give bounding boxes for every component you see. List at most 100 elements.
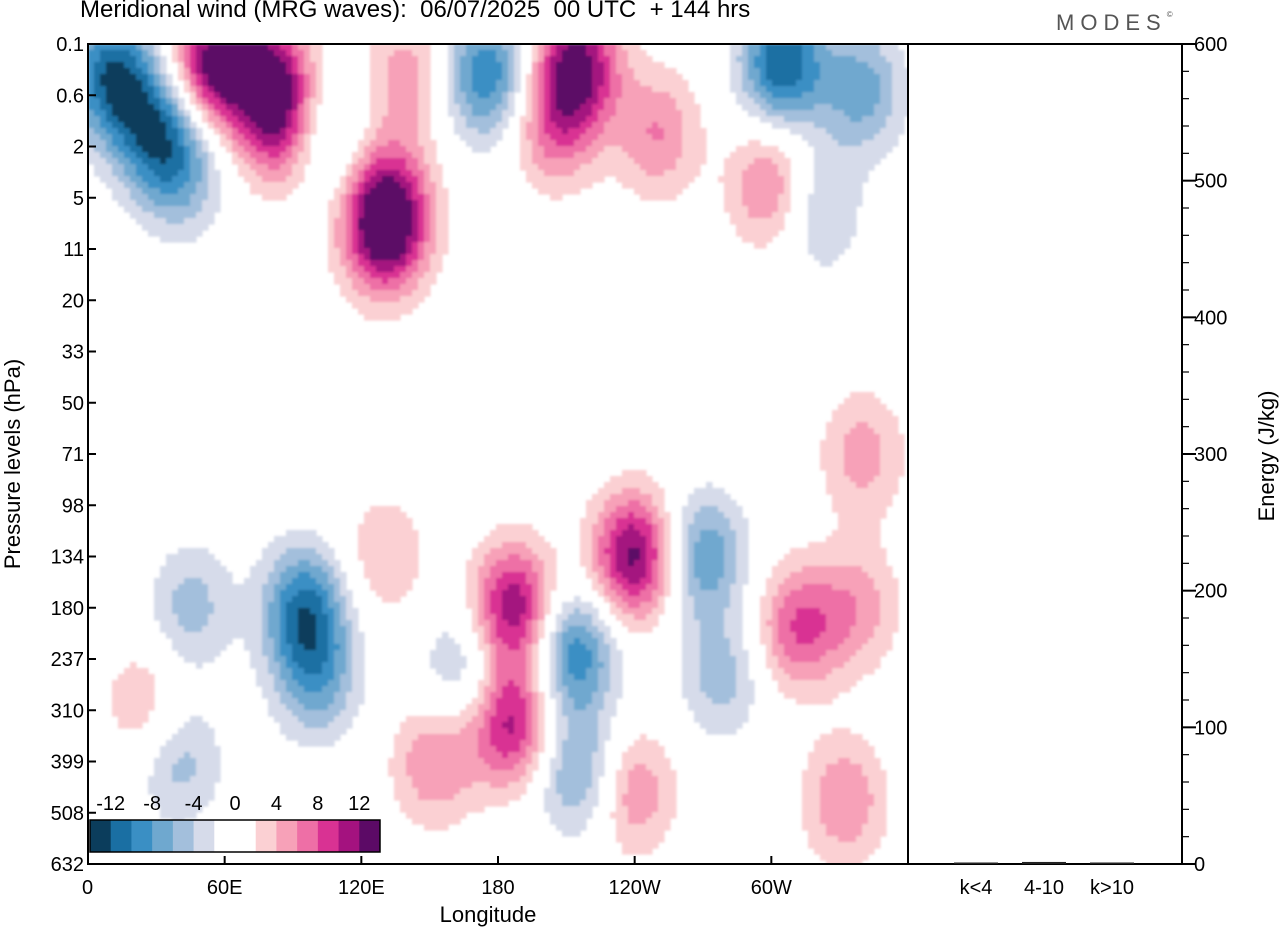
contour-cell	[100, 158, 107, 165]
contour-cell	[844, 422, 851, 429]
contour-cell	[418, 284, 425, 291]
contour-cell	[286, 548, 293, 555]
contour-cell	[832, 254, 839, 261]
contour-cell	[292, 56, 299, 63]
contour-cell	[550, 164, 557, 171]
contour-cell	[406, 116, 413, 123]
contour-cell	[604, 542, 611, 549]
contour-cell	[352, 200, 359, 207]
contour-cell	[502, 536, 509, 543]
contour-cell	[742, 98, 749, 105]
contour-cell	[844, 602, 851, 609]
contour-cell	[682, 164, 689, 171]
contour-cell	[526, 164, 533, 171]
contour-cell	[622, 98, 629, 105]
contour-cell	[490, 614, 497, 621]
contour-cell	[886, 596, 893, 603]
contour-cell	[832, 470, 839, 477]
contour-cell	[640, 512, 647, 519]
contour-cell	[832, 230, 839, 237]
contour-cell	[850, 146, 857, 153]
contour-cell	[652, 566, 659, 573]
contour-cell	[418, 170, 425, 177]
contour-cell	[796, 110, 803, 117]
contour-cell	[526, 158, 533, 165]
contour-cell	[184, 206, 191, 213]
contour-cell	[694, 566, 701, 573]
contour-cell	[616, 158, 623, 165]
contour-cell	[748, 56, 755, 63]
contour-cell	[712, 566, 719, 573]
contour-cell	[880, 596, 887, 603]
contour-cell	[214, 68, 221, 75]
contour-cell	[130, 74, 137, 81]
contour-cell	[286, 158, 293, 165]
contour-cell	[832, 428, 839, 435]
contour-cell	[628, 530, 635, 537]
contour-cell	[496, 80, 503, 87]
contour-cell	[358, 530, 365, 537]
contour-cell	[688, 590, 695, 597]
contour-cell	[712, 554, 719, 561]
contour-cell	[706, 602, 713, 609]
contour-cell	[778, 44, 785, 51]
contour-cell	[532, 80, 539, 87]
contour-cell	[94, 62, 101, 69]
contour-cell	[268, 110, 275, 117]
contour-cell	[334, 560, 341, 567]
contour-cell	[658, 494, 665, 501]
contour-cell	[646, 140, 653, 147]
contour-cell	[382, 80, 389, 87]
contour-cell	[370, 236, 377, 243]
contour-cell	[610, 506, 617, 513]
contour-cell	[652, 542, 659, 549]
contour-cell	[688, 602, 695, 609]
contour-cell	[778, 200, 785, 207]
contour-cell	[832, 236, 839, 243]
contour-cell	[658, 554, 665, 561]
contour-cell	[502, 578, 509, 585]
contour-cell	[424, 206, 431, 213]
contour-cell	[100, 152, 107, 159]
contour-cell	[388, 506, 395, 513]
contour-cell	[628, 62, 635, 69]
contour-cell	[466, 44, 473, 51]
contour-cell	[124, 188, 131, 195]
contour-cell	[844, 542, 851, 549]
contour-cell	[778, 584, 785, 591]
contour-cell	[118, 200, 125, 207]
contour-cell	[184, 158, 191, 165]
contour-cell	[430, 164, 437, 171]
contour-cell	[160, 56, 167, 63]
contour-cell	[814, 554, 821, 561]
contour-cell	[688, 500, 695, 507]
contour-cell	[196, 200, 203, 207]
contour-cell	[862, 92, 869, 99]
contour-cell	[646, 176, 653, 183]
contour-cell	[676, 134, 683, 141]
contour-cell	[850, 494, 857, 501]
contour-cell	[178, 212, 185, 219]
contour-cell	[838, 476, 845, 483]
contour-cell	[400, 272, 407, 279]
contour-cell	[412, 266, 419, 273]
contour-cell	[244, 602, 251, 609]
contour-cell	[838, 164, 845, 171]
contour-cell	[628, 176, 635, 183]
contour-cell	[634, 188, 641, 195]
contour-cell	[778, 92, 785, 99]
contour-cell	[808, 194, 815, 201]
contour-cell	[604, 488, 611, 495]
contour-cell	[544, 548, 551, 555]
contour-cell	[610, 116, 617, 123]
contour-cell	[640, 470, 647, 477]
contour-cell	[250, 566, 257, 573]
contour-cell	[154, 194, 161, 201]
contour-cell	[850, 584, 857, 591]
contour-cell	[586, 530, 593, 537]
contour-cell	[184, 554, 191, 561]
contour-cell	[832, 86, 839, 93]
contour-cell	[490, 86, 497, 93]
contour-cell	[418, 140, 425, 147]
contour-cell	[202, 608, 209, 615]
